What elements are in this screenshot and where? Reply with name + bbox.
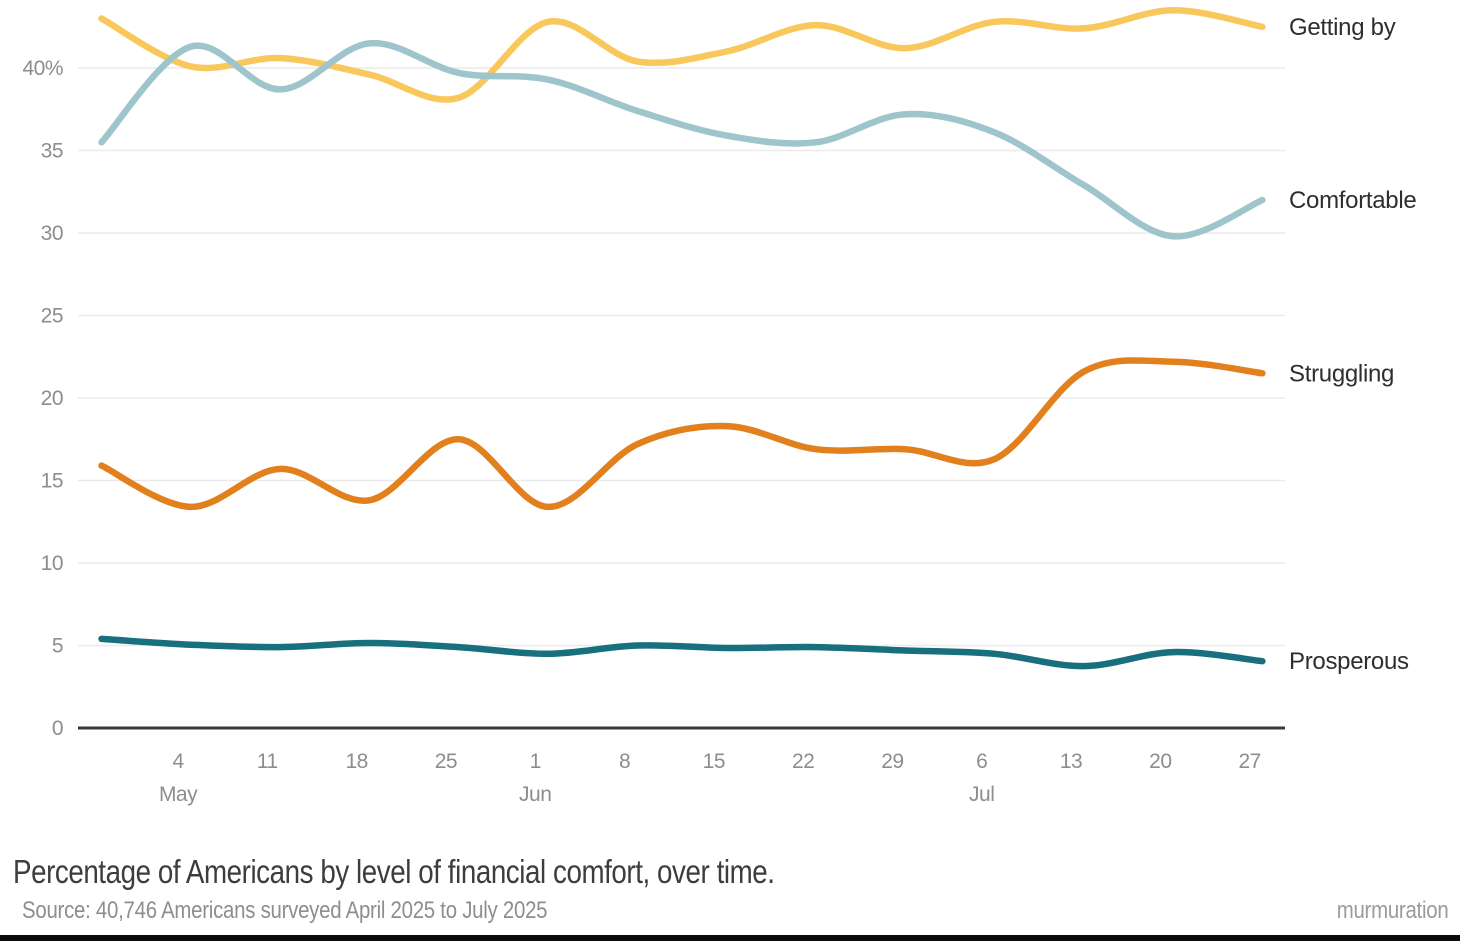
- x-tick-label-1: 11: [257, 750, 278, 773]
- bottom-accent-bar: [0, 935, 1460, 941]
- x-tick-label-7: 22: [792, 750, 814, 773]
- month-label-jul: Jul: [969, 783, 994, 806]
- x-tick-label-6: 15: [703, 750, 725, 773]
- y-tick-label-10: 10: [41, 552, 63, 575]
- series-label-getting-by: Getting by: [1289, 14, 1396, 41]
- x-tick-label-0: 4: [172, 750, 184, 773]
- chart-title: Percentage of Americans by level of fina…: [13, 853, 775, 890]
- y-tick-label-15: 15: [41, 470, 63, 493]
- series-line-struggling: [98, 357, 1266, 511]
- series-line-getting-by: [98, 7, 1266, 103]
- y-tick-label-25: 25: [41, 305, 63, 328]
- x-tick-label-5: 8: [619, 750, 630, 773]
- series-line-prosperous: [98, 635, 1266, 670]
- x-tick-label-12: 27: [1238, 750, 1260, 773]
- x-tick-label-10: 13: [1060, 750, 1082, 773]
- x-tick-label-3: 25: [435, 750, 457, 773]
- brand-murmuration: murmuration: [1336, 897, 1448, 924]
- x-tick-label-2: 18: [345, 750, 367, 773]
- y-tick-label-20: 20: [41, 387, 63, 410]
- x-tick-label-4: 1: [530, 750, 541, 773]
- x-tick-label-9: 6: [976, 750, 987, 773]
- series-label-prosperous: Prosperous: [1289, 648, 1409, 675]
- month-label-jun: Jun: [519, 783, 551, 806]
- credit-row: Source: 40,746 Americans surveyed April …: [22, 897, 1448, 927]
- y-tick-label-35: 35: [41, 140, 63, 163]
- series-line-comfortable: [98, 39, 1266, 240]
- y-tick-label-0: 0: [52, 717, 63, 740]
- x-tick-label-8: 29: [881, 750, 903, 773]
- y-tick-label-5: 5: [52, 635, 63, 658]
- series-label-comfortable: Comfortable: [1289, 187, 1416, 214]
- series-label-struggling: Struggling: [1289, 360, 1394, 387]
- y-tick-label-30: 30: [41, 222, 63, 245]
- month-label-may: May: [159, 783, 198, 806]
- y-tick-label-40: 40%: [22, 57, 63, 80]
- source-note: Source: 40,746 Americans surveyed April …: [22, 897, 548, 924]
- x-tick-label-11: 20: [1149, 750, 1171, 773]
